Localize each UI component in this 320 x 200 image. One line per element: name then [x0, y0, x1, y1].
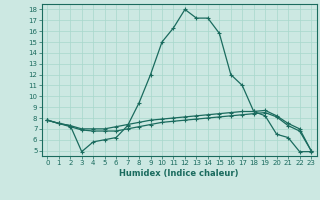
X-axis label: Humidex (Indice chaleur): Humidex (Indice chaleur) — [119, 169, 239, 178]
